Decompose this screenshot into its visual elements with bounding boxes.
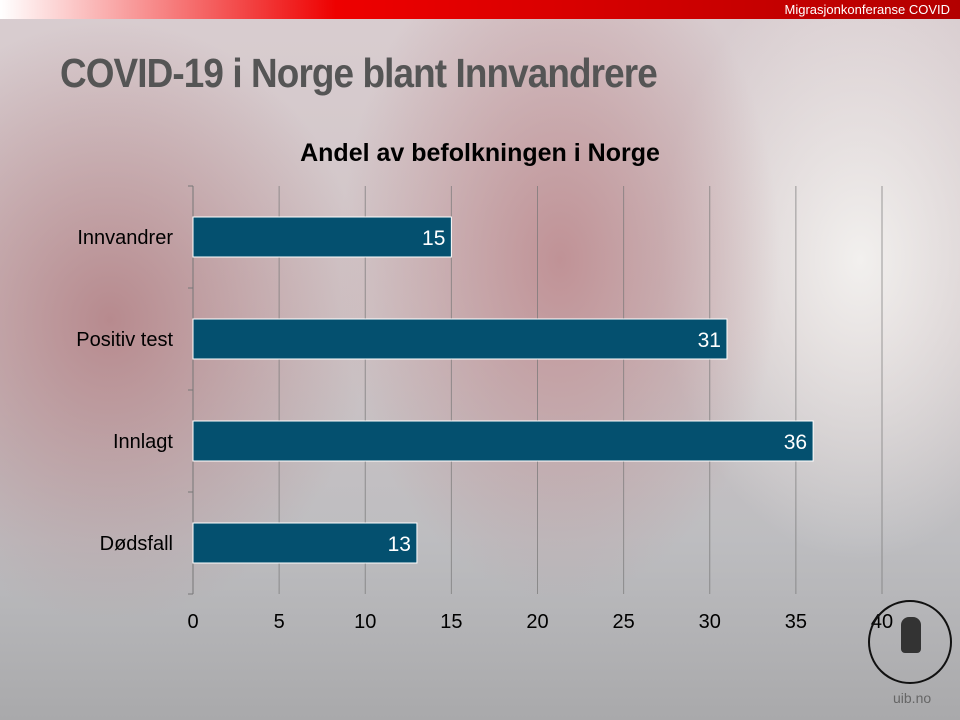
- owl-icon: [901, 617, 921, 653]
- bar: [192, 420, 814, 462]
- uib-logo: [868, 600, 952, 684]
- data-label: 13: [388, 533, 411, 556]
- x-tick-label: 15: [440, 611, 462, 633]
- x-tick-label: 30: [699, 611, 721, 633]
- y-tick-label: Innlagt: [113, 431, 173, 453]
- banner-text: Migrasjonkonferanse COVID: [784, 2, 950, 17]
- data-label: 31: [698, 329, 721, 352]
- x-tick-label: 25: [613, 611, 635, 633]
- chart-title: Andel av befolkningen i Norge: [300, 139, 660, 167]
- bar: [192, 318, 728, 360]
- x-tick-label: 5: [274, 611, 285, 633]
- x-tick-label: 20: [526, 611, 548, 633]
- x-tick-label: 10: [354, 611, 376, 633]
- data-label: 36: [784, 431, 807, 454]
- banner: Migrasjonkonferanse COVID: [0, 0, 960, 19]
- bar: [192, 522, 418, 564]
- x-tick-label: 35: [785, 611, 807, 633]
- y-tick-label: Innvandrer: [77, 227, 173, 249]
- x-tick-label: 0: [187, 611, 198, 633]
- y-tick-label: Positiv test: [76, 329, 173, 351]
- data-label: 15: [422, 227, 445, 250]
- site-link[interactable]: uib.no: [893, 690, 932, 706]
- bar: [192, 216, 452, 258]
- slide-title: COVID-19 i Norge blant Innvandrere: [60, 50, 658, 96]
- y-tick-label: Dødsfall: [100, 533, 173, 555]
